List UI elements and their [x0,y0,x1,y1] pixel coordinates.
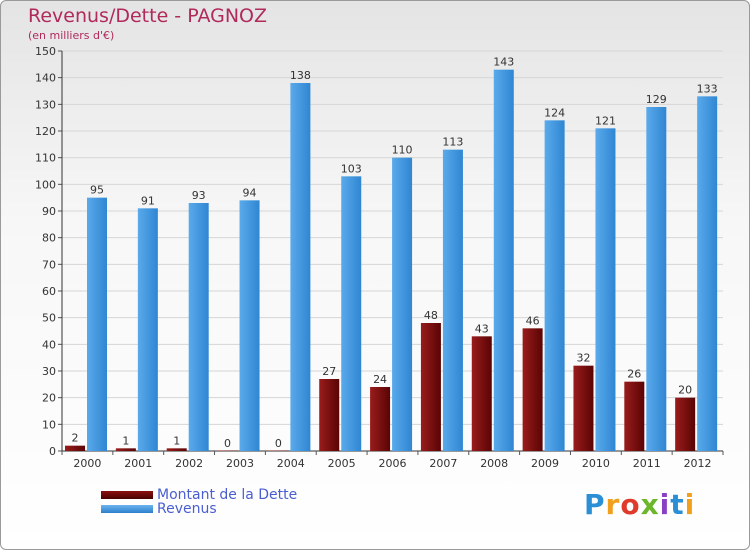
data-label-dette: 32 [576,352,590,365]
x-tick-label: 2009 [531,457,559,470]
bar-revenus [137,208,158,451]
x-tick-label: 2008 [480,457,508,470]
bar-revenus [87,197,107,451]
data-label-dette: 1 [173,434,180,447]
x-tick-label: 2004 [277,457,305,470]
bar-dette [166,448,187,451]
bar-revenus [239,200,260,451]
y-tick-label: 120 [35,125,56,138]
logo-letter: i [684,488,696,521]
y-tick-label: 100 [35,178,56,191]
bar-dette [319,379,340,451]
logo-letter: i [659,488,671,521]
y-tick-label: 60 [42,285,56,298]
x-tick-label: 2012 [684,457,712,470]
chart-subtitle: (en milliers d'€) [28,29,115,42]
logo-letter: P [584,488,606,521]
logo-letter: r [605,488,621,521]
bar-dette [675,397,696,451]
legend-label-revenus: Revenus [157,501,217,517]
y-tick-label: 80 [42,232,56,245]
data-label-dette: 0 [275,437,282,450]
data-label-revenus: 95 [90,184,104,197]
bar-dette [268,450,289,451]
data-label-revenus: 94 [243,186,257,199]
data-label-revenus: 93 [192,189,206,202]
x-tick-label: 2007 [429,457,457,470]
legend-label-dette: Montant de la Dette [157,487,298,503]
bar-revenus [646,107,667,451]
data-label-dette: 20 [678,384,692,397]
bar-revenus [392,157,413,451]
bar-dette [370,387,391,451]
bar-dette [420,323,441,451]
x-tick-label: 2011 [633,457,661,470]
x-tick-label: 2001 [124,457,152,470]
y-tick-label: 110 [35,152,56,165]
y-tick-label: 20 [42,392,56,405]
x-tick-label: 2005 [328,457,356,470]
x-tick-label: 2006 [379,457,407,470]
data-label-dette: 43 [475,322,489,335]
data-label-dette: 2 [72,432,79,445]
bar-revenus [188,203,209,451]
bar-dette [65,445,85,451]
data-label-dette: 24 [373,373,387,386]
data-label-dette: 0 [224,437,231,450]
data-label-revenus: 103 [341,162,362,175]
bar-revenus [697,96,718,451]
legend-item-revenus: Revenus [101,501,217,517]
x-tick-label: 2003 [226,457,254,470]
bar-revenus [544,120,565,451]
data-label-revenus: 143 [493,56,514,69]
x-tick-label: 2002 [175,457,203,470]
y-tick-label: 130 [35,98,56,111]
bar-revenus [442,149,463,451]
y-tick-label: 150 [35,45,56,58]
legend-swatch-revenus [101,505,153,513]
y-tick-label: 50 [42,312,56,325]
y-tick-label: 0 [49,445,56,458]
bar-revenus [595,128,616,451]
bar-dette [624,381,645,451]
bar-dette [522,328,543,451]
x-tick-label: 2000 [73,457,101,470]
data-label-dette: 26 [627,368,641,381]
y-tick-label: 140 [35,72,56,85]
bar-revenus [290,83,311,451]
data-label-dette: 48 [424,309,438,322]
x-tick-label: 2010 [582,457,610,470]
logo-letter: t [670,488,685,521]
proxiti-logo: Proxiti [584,488,695,521]
data-label-revenus: 138 [290,69,311,82]
data-label-dette: 46 [526,314,540,327]
y-tick-label: 10 [42,418,56,431]
legend-item-dette: Montant de la Dette [101,487,297,503]
logo-letter: o [620,488,641,521]
bar-dette [573,365,594,451]
bar-dette [217,450,238,451]
data-label-revenus: 91 [141,194,155,207]
data-label-revenus: 133 [697,82,718,95]
legend-swatch-dette [101,491,153,499]
bar-revenus [493,69,514,452]
y-tick-label: 70 [42,258,56,271]
data-label-revenus: 124 [544,106,565,119]
data-label-dette: 27 [322,365,336,378]
y-tick-label: 90 [42,205,56,218]
chart-title: Revenus/Dette - PAGNOZ [28,5,268,27]
data-label-dette: 1 [122,434,129,447]
data-label-revenus: 113 [442,136,463,149]
data-label-revenus: 110 [392,144,413,157]
y-tick-label: 40 [42,338,56,351]
data-label-revenus: 129 [646,93,667,106]
logo-letter: x [640,488,660,521]
y-tick-label: 30 [42,365,56,378]
bar-dette [471,336,492,451]
data-label-revenus: 121 [595,114,616,127]
bar-revenus [341,176,362,452]
bar-dette [115,448,136,451]
